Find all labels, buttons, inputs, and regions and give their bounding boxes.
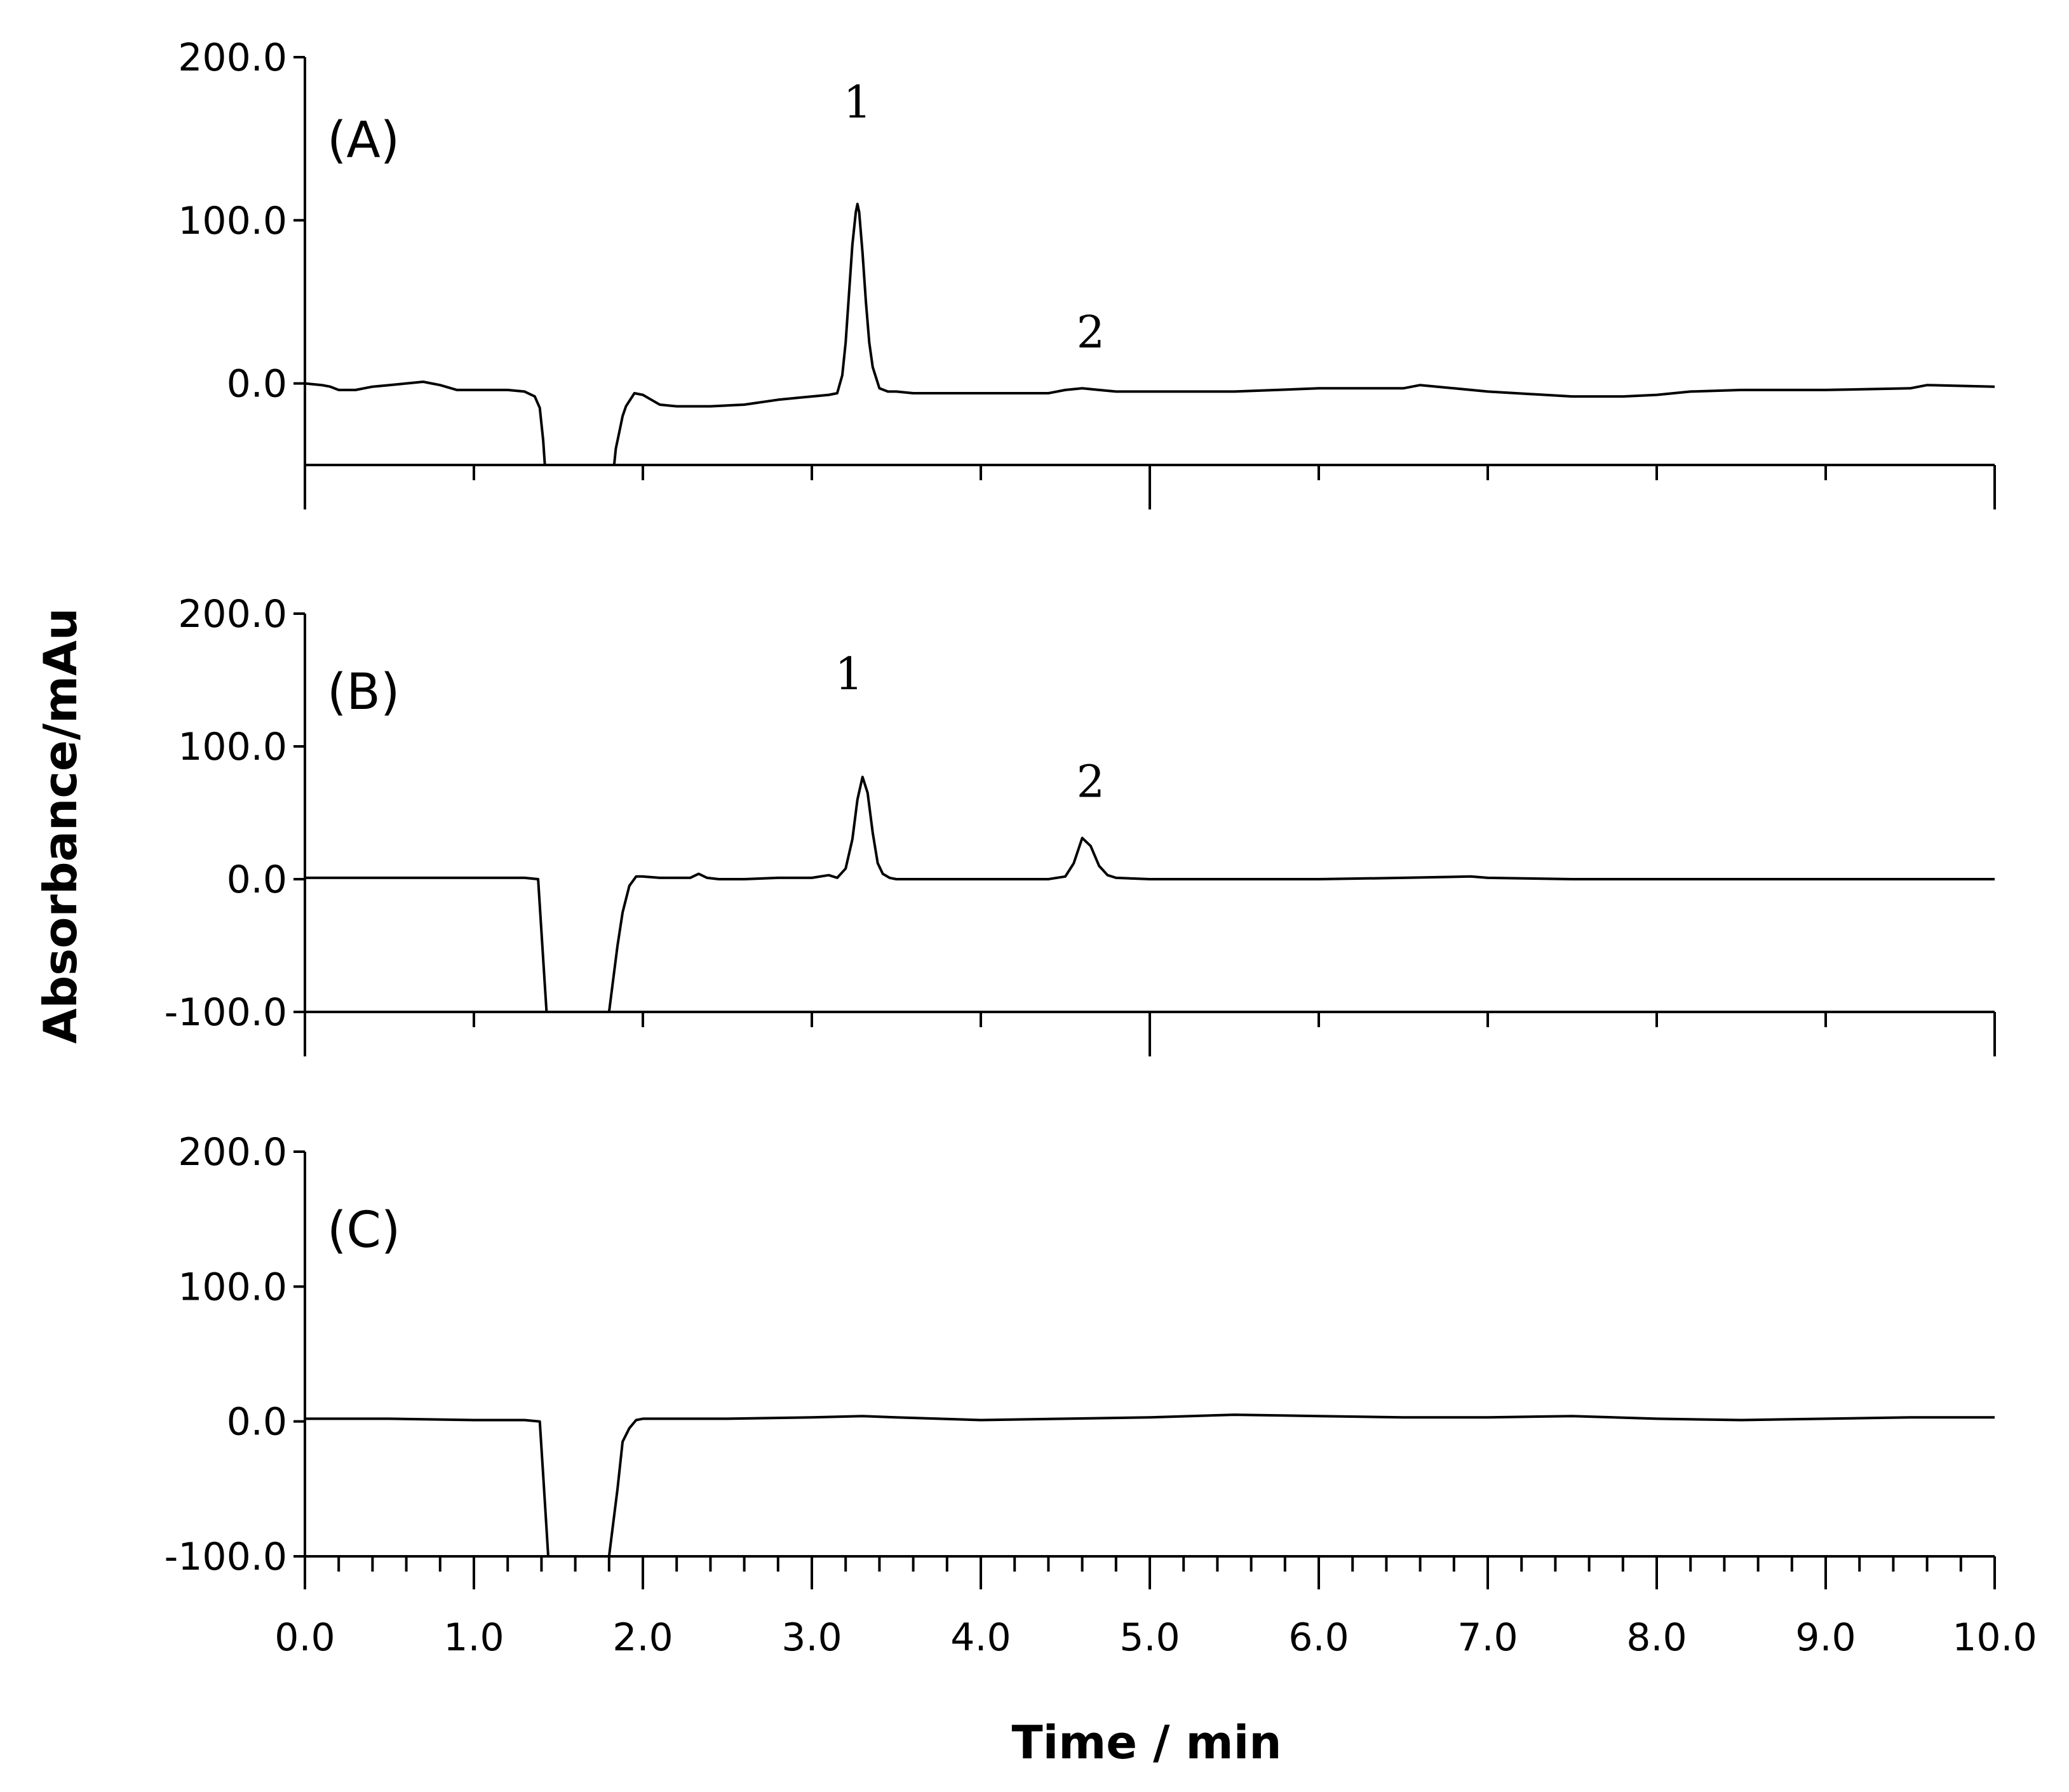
x-tick-label: 6.0 <box>1288 1615 1349 1660</box>
y-tick-label: 100.0 <box>178 1265 287 1309</box>
x-tick-label: 1.0 <box>443 1615 504 1660</box>
panel-label: (C) <box>327 1202 400 1259</box>
peak-label: 1 <box>835 648 863 700</box>
x-axis-title: Time / min <box>1011 1716 1281 1769</box>
y-tick-label: 0.0 <box>227 1400 287 1445</box>
chromatogram-trace <box>305 1413 1995 1556</box>
y-tick-label: -100.0 <box>165 990 287 1035</box>
x-tick-label: 4.0 <box>950 1615 1011 1660</box>
chromatogram-trace <box>305 203 1995 465</box>
peak-label: 2 <box>1077 306 1105 358</box>
y-axis-title: Absorbance/mAu <box>34 608 87 1044</box>
chromatogram-trace <box>305 776 1995 1012</box>
panel-3: 200.0 100.0 0.0 -100.0 0.0 1.0 2.0 3.0 4.0 5.0 6.0… <box>165 1130 2037 1660</box>
x-tick-label: 5.0 <box>1119 1615 1180 1660</box>
panel-label: (A) <box>327 112 400 169</box>
x-tick-label: 0.0 <box>274 1615 335 1660</box>
y-tick-label: 200.0 <box>178 1130 287 1175</box>
y-tick-label: 0.0 <box>227 858 287 902</box>
peak-label: 2 <box>1077 755 1105 807</box>
x-tick-label: 7.0 <box>1457 1615 1518 1660</box>
x-tick-label: 8.0 <box>1626 1615 1687 1660</box>
y-tick-label: 200.0 <box>178 592 287 637</box>
x-tick-label: 3.0 <box>781 1615 842 1660</box>
x-tick-label: 9.0 <box>1795 1615 1856 1660</box>
x-tick-label: 10.0 <box>1952 1615 2037 1660</box>
peak-label: 1 <box>844 76 872 128</box>
x-tick-label: 2.0 <box>612 1615 673 1660</box>
panel-1: 200.0 100.0 0.0 (A) 1 2 <box>178 36 1996 509</box>
y-tick-label: 100.0 <box>178 199 287 243</box>
y-tick-label: 200.0 <box>178 36 287 80</box>
panel-label: (B) <box>327 664 400 721</box>
y-tick-label: -100.0 <box>165 1535 287 1579</box>
y-tick-label: 100.0 <box>178 725 287 769</box>
y-tick-label: 0.0 <box>227 362 287 407</box>
panel-2: 200.0 100.0 0.0 -100.0 (B) 1 2 <box>165 592 1996 1056</box>
